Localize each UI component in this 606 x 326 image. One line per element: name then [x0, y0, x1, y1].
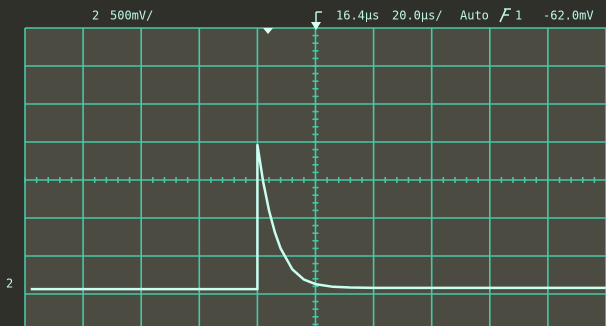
channel-number: 2 — [92, 9, 99, 23]
ground-marker: 2 — [6, 277, 13, 291]
page: 2 500mV/ 16.4µs 20.0µs/ Auto 1 -62.0mV 2… — [0, 0, 606, 326]
vertical-scale: 500mV/ — [110, 9, 153, 23]
trigger-mode: Auto — [460, 9, 489, 23]
trigger-level: -62.0mV — [543, 9, 594, 23]
oscilloscope-screen: 2 500mV/ 16.4µs 20.0µs/ Auto 1 -62.0mV 2 — [0, 0, 606, 326]
trigger-source: 1 — [515, 9, 522, 23]
delay-value: 16.4µs — [336, 9, 379, 23]
timebase: 20.0µs/ — [392, 9, 443, 23]
